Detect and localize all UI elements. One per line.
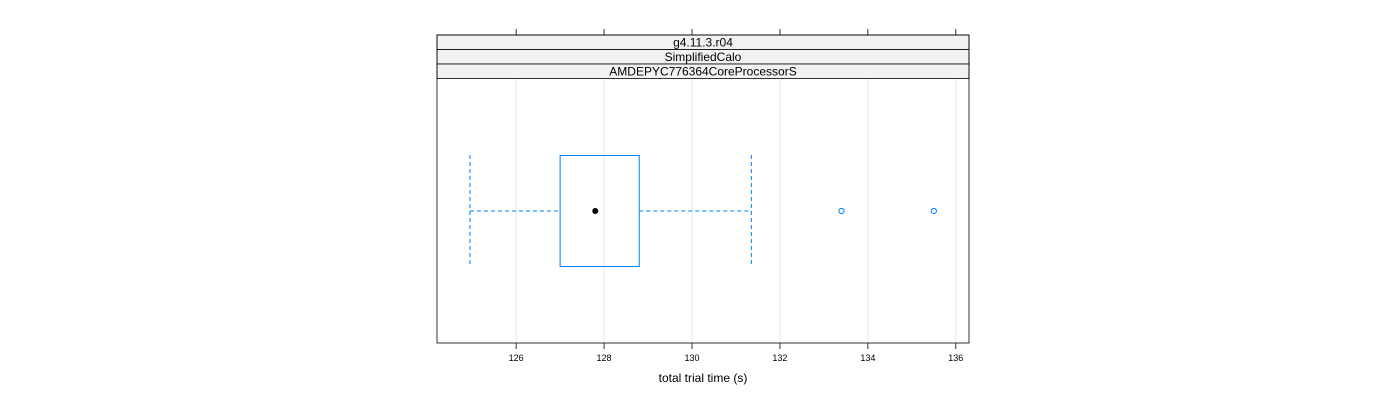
x-tick-label: 134 — [860, 353, 875, 363]
x-axis-title: total trial time (s) — [659, 371, 748, 385]
x-tick-labels: 126 128 130 132 134 136 — [509, 353, 964, 363]
strip-label: SimplifiedCalo — [665, 50, 742, 64]
x-tick-label: 130 — [684, 353, 699, 363]
strip-headers: g4.11.3.r04SimplifiedCaloAMDEPYC776364Co… — [436, 34, 970, 79]
x-tick-label: 136 — [948, 353, 963, 363]
box-group — [469, 155, 937, 267]
x-tick-label: 132 — [772, 353, 787, 363]
strip-label: g4.11.3.r04 — [673, 36, 733, 50]
top-axis-ticks — [515, 29, 957, 35]
panel-frame — [436, 34, 970, 344]
iqr-box — [559, 155, 640, 267]
median-dot — [592, 208, 599, 214]
strip-label: AMDEPYC776364CoreProcessorS — [609, 65, 796, 79]
x-tick-label: 126 — [509, 353, 524, 363]
gridlines — [515, 78, 957, 343]
bottom-axis-ticks — [515, 343, 957, 349]
outlier-point — [838, 207, 845, 215]
outlier-point — [930, 207, 937, 215]
x-tick-label: 128 — [597, 353, 612, 363]
